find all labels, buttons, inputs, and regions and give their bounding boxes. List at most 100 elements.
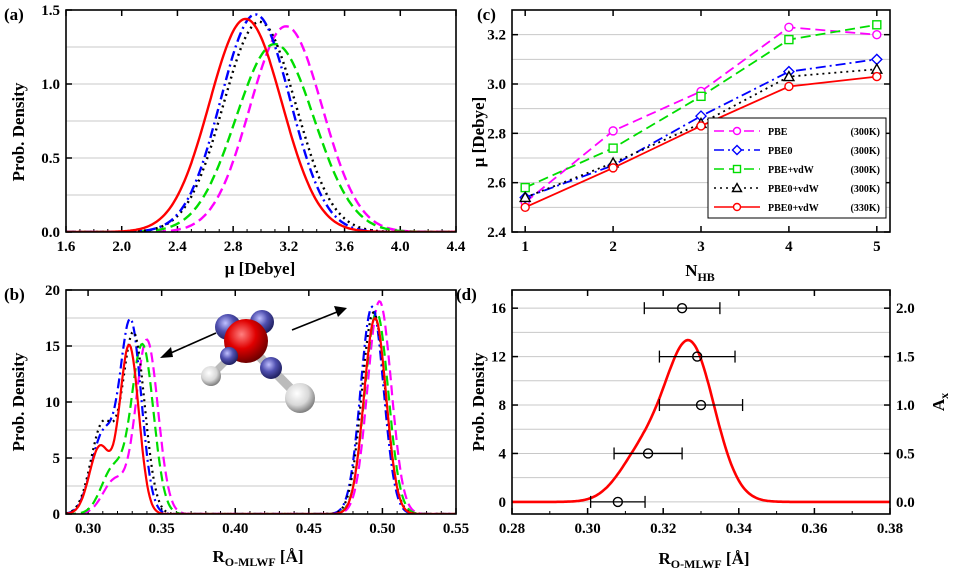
series-line-magenta bbox=[66, 299, 456, 514]
tick-label-y-right: 0.5 bbox=[896, 446, 915, 462]
tick-label-x: 0.32 bbox=[650, 521, 676, 537]
marker-square bbox=[608, 143, 618, 153]
tick-label-x: 3 bbox=[697, 239, 705, 255]
tick-label-x: 0.55 bbox=[443, 521, 469, 537]
tick-label-x: 2 bbox=[609, 239, 617, 255]
panel-d-ylabel-right-main: A bbox=[929, 398, 948, 411]
series-line-black bbox=[66, 20, 456, 232]
tick-label-y: 0 bbox=[499, 495, 507, 511]
panel-c-xlabel-main: N bbox=[685, 261, 698, 280]
tick-label-y: 0.5 bbox=[41, 151, 60, 167]
tick-label-y: 0 bbox=[53, 507, 61, 523]
legend-entry-name: PBE0+vdW bbox=[768, 203, 819, 214]
tick-label-y: 2.4 bbox=[487, 225, 506, 241]
tick-label-x: 0.35 bbox=[149, 521, 175, 537]
tick-label-y: 20 bbox=[45, 283, 60, 299]
tick-label-y: 2.8 bbox=[487, 126, 506, 142]
series-line-green bbox=[66, 311, 456, 514]
plot-frame bbox=[511, 289, 891, 515]
marker-circle bbox=[872, 71, 882, 82]
tick-label-x: 0.50 bbox=[369, 521, 395, 537]
tick-label-x: 0.40 bbox=[222, 521, 248, 537]
tick-label-y-right: 1.5 bbox=[896, 350, 915, 366]
panel-d-ylabel: Prob. Density bbox=[469, 352, 488, 451]
panel-d-xlabel-unit: [Å] bbox=[722, 549, 750, 568]
legend-entry-name: PBE bbox=[768, 127, 788, 138]
panel-d-ylabel-right-sub: x bbox=[937, 393, 951, 399]
marker-triangle bbox=[782, 70, 796, 82]
tick-label-x: 0.34 bbox=[726, 521, 753, 537]
series-line-blue bbox=[66, 305, 456, 514]
tick-label-y: 10 bbox=[45, 395, 60, 411]
marker-diamond bbox=[731, 144, 743, 156]
plot-frame bbox=[65, 289, 457, 515]
panel-d-ylabel-right: Ax bbox=[929, 393, 951, 411]
series-line-black bbox=[524, 68, 877, 199]
panel-a: (a) Prob. Density μ [Debye] 0.0 0.5 1.0 1.5… bbox=[4, 3, 466, 278]
panel-a-ylabel: Prob. Density bbox=[9, 82, 28, 181]
panel-c-label: (c) bbox=[477, 5, 496, 24]
legend-entry-temp: (300K) bbox=[851, 146, 880, 157]
tick-label-y: 12 bbox=[491, 350, 506, 366]
tick-label-x: 0.28 bbox=[499, 521, 525, 537]
tick-label-x: 5 bbox=[873, 239, 881, 255]
tick-label-y: 4 bbox=[499, 446, 507, 462]
marker-square bbox=[696, 91, 706, 102]
tick-label-x: 4.4 bbox=[447, 239, 466, 255]
errorbar-point bbox=[612, 496, 624, 508]
legend: PBE (300K) PBE0 (300K) PBE+vdW (300K) PBE0+vdW… bbox=[707, 117, 887, 219]
tick-label-y-right: 1.0 bbox=[896, 398, 915, 414]
tick-label-x: 1.6 bbox=[57, 239, 76, 255]
marker-circle bbox=[608, 126, 618, 136]
panel-b-xlabel-sub: O-MLWF bbox=[225, 555, 276, 569]
panel-a-xlabel: μ [Debye] bbox=[225, 259, 296, 278]
tick-label-x: 4 bbox=[785, 239, 793, 255]
tick-label-x: 2.8 bbox=[224, 239, 243, 255]
marker-circle bbox=[696, 121, 706, 131]
legend-entry-name: PBE0 bbox=[768, 146, 792, 157]
panel-c-xlabel-sub: HB bbox=[697, 270, 714, 284]
panel-b-xlabel-unit: [Å] bbox=[276, 547, 304, 566]
marker-square bbox=[784, 34, 794, 45]
legend-entry-temp: (330K) bbox=[851, 203, 880, 214]
series-line-magenta bbox=[524, 26, 877, 204]
marker-circle bbox=[732, 202, 742, 212]
errorbar-point bbox=[676, 302, 688, 314]
plot-frame bbox=[511, 9, 891, 233]
series-line-magenta bbox=[66, 25, 456, 232]
tick-label-y: 1.5 bbox=[41, 3, 60, 19]
marker-triangle bbox=[518, 191, 532, 203]
marker-circle bbox=[784, 22, 794, 32]
panel-c-ylabel: μ [Debye] bbox=[469, 97, 488, 168]
tick-label-x: 0.36 bbox=[801, 521, 828, 537]
panel-b-ylabel: Prob. Density bbox=[9, 352, 28, 451]
errorbar-point bbox=[642, 448, 654, 459]
tick-label-y: 0.0 bbox=[41, 225, 60, 241]
tick-label-x: 0.30 bbox=[75, 521, 101, 537]
tick-label-y: 8 bbox=[499, 398, 507, 414]
legend-entry-temp: (300K) bbox=[851, 127, 880, 138]
errorbar-point bbox=[692, 351, 703, 362]
marker-square bbox=[872, 20, 882, 30]
tick-label-y: 3.2 bbox=[487, 28, 506, 44]
tick-label-y: 3.0 bbox=[487, 77, 506, 93]
marker-circle bbox=[784, 81, 794, 92]
tick-label-x: 1 bbox=[521, 239, 529, 255]
tick-label-x: 4.0 bbox=[391, 239, 410, 255]
tick-label-x: 3.6 bbox=[335, 239, 354, 255]
tick-label-x: 0.45 bbox=[296, 521, 322, 537]
panel-c: (c) μ [Debye] NHB 2.4 2.6 2.8 3.0 3.2 1 2 3 4 5 PB… bbox=[469, 5, 891, 284]
tick-label-y: 1.0 bbox=[41, 77, 60, 93]
tick-label-x: 0.30 bbox=[574, 521, 600, 537]
panel-d-xlabel: RO-MLWF [Å] bbox=[658, 549, 749, 571]
panel-c-xlabel: NHB bbox=[685, 261, 715, 284]
tick-label-y: 15 bbox=[45, 339, 60, 355]
marker-circle bbox=[872, 29, 882, 40]
marker-square bbox=[732, 164, 742, 174]
errorbar-point bbox=[695, 399, 707, 411]
panel-d-label: (d) bbox=[456, 285, 477, 304]
legend-entry-name: PBE0+vdW bbox=[768, 184, 819, 195]
water-molecule-illustration bbox=[160, 306, 347, 413]
marker-circle bbox=[520, 202, 530, 213]
